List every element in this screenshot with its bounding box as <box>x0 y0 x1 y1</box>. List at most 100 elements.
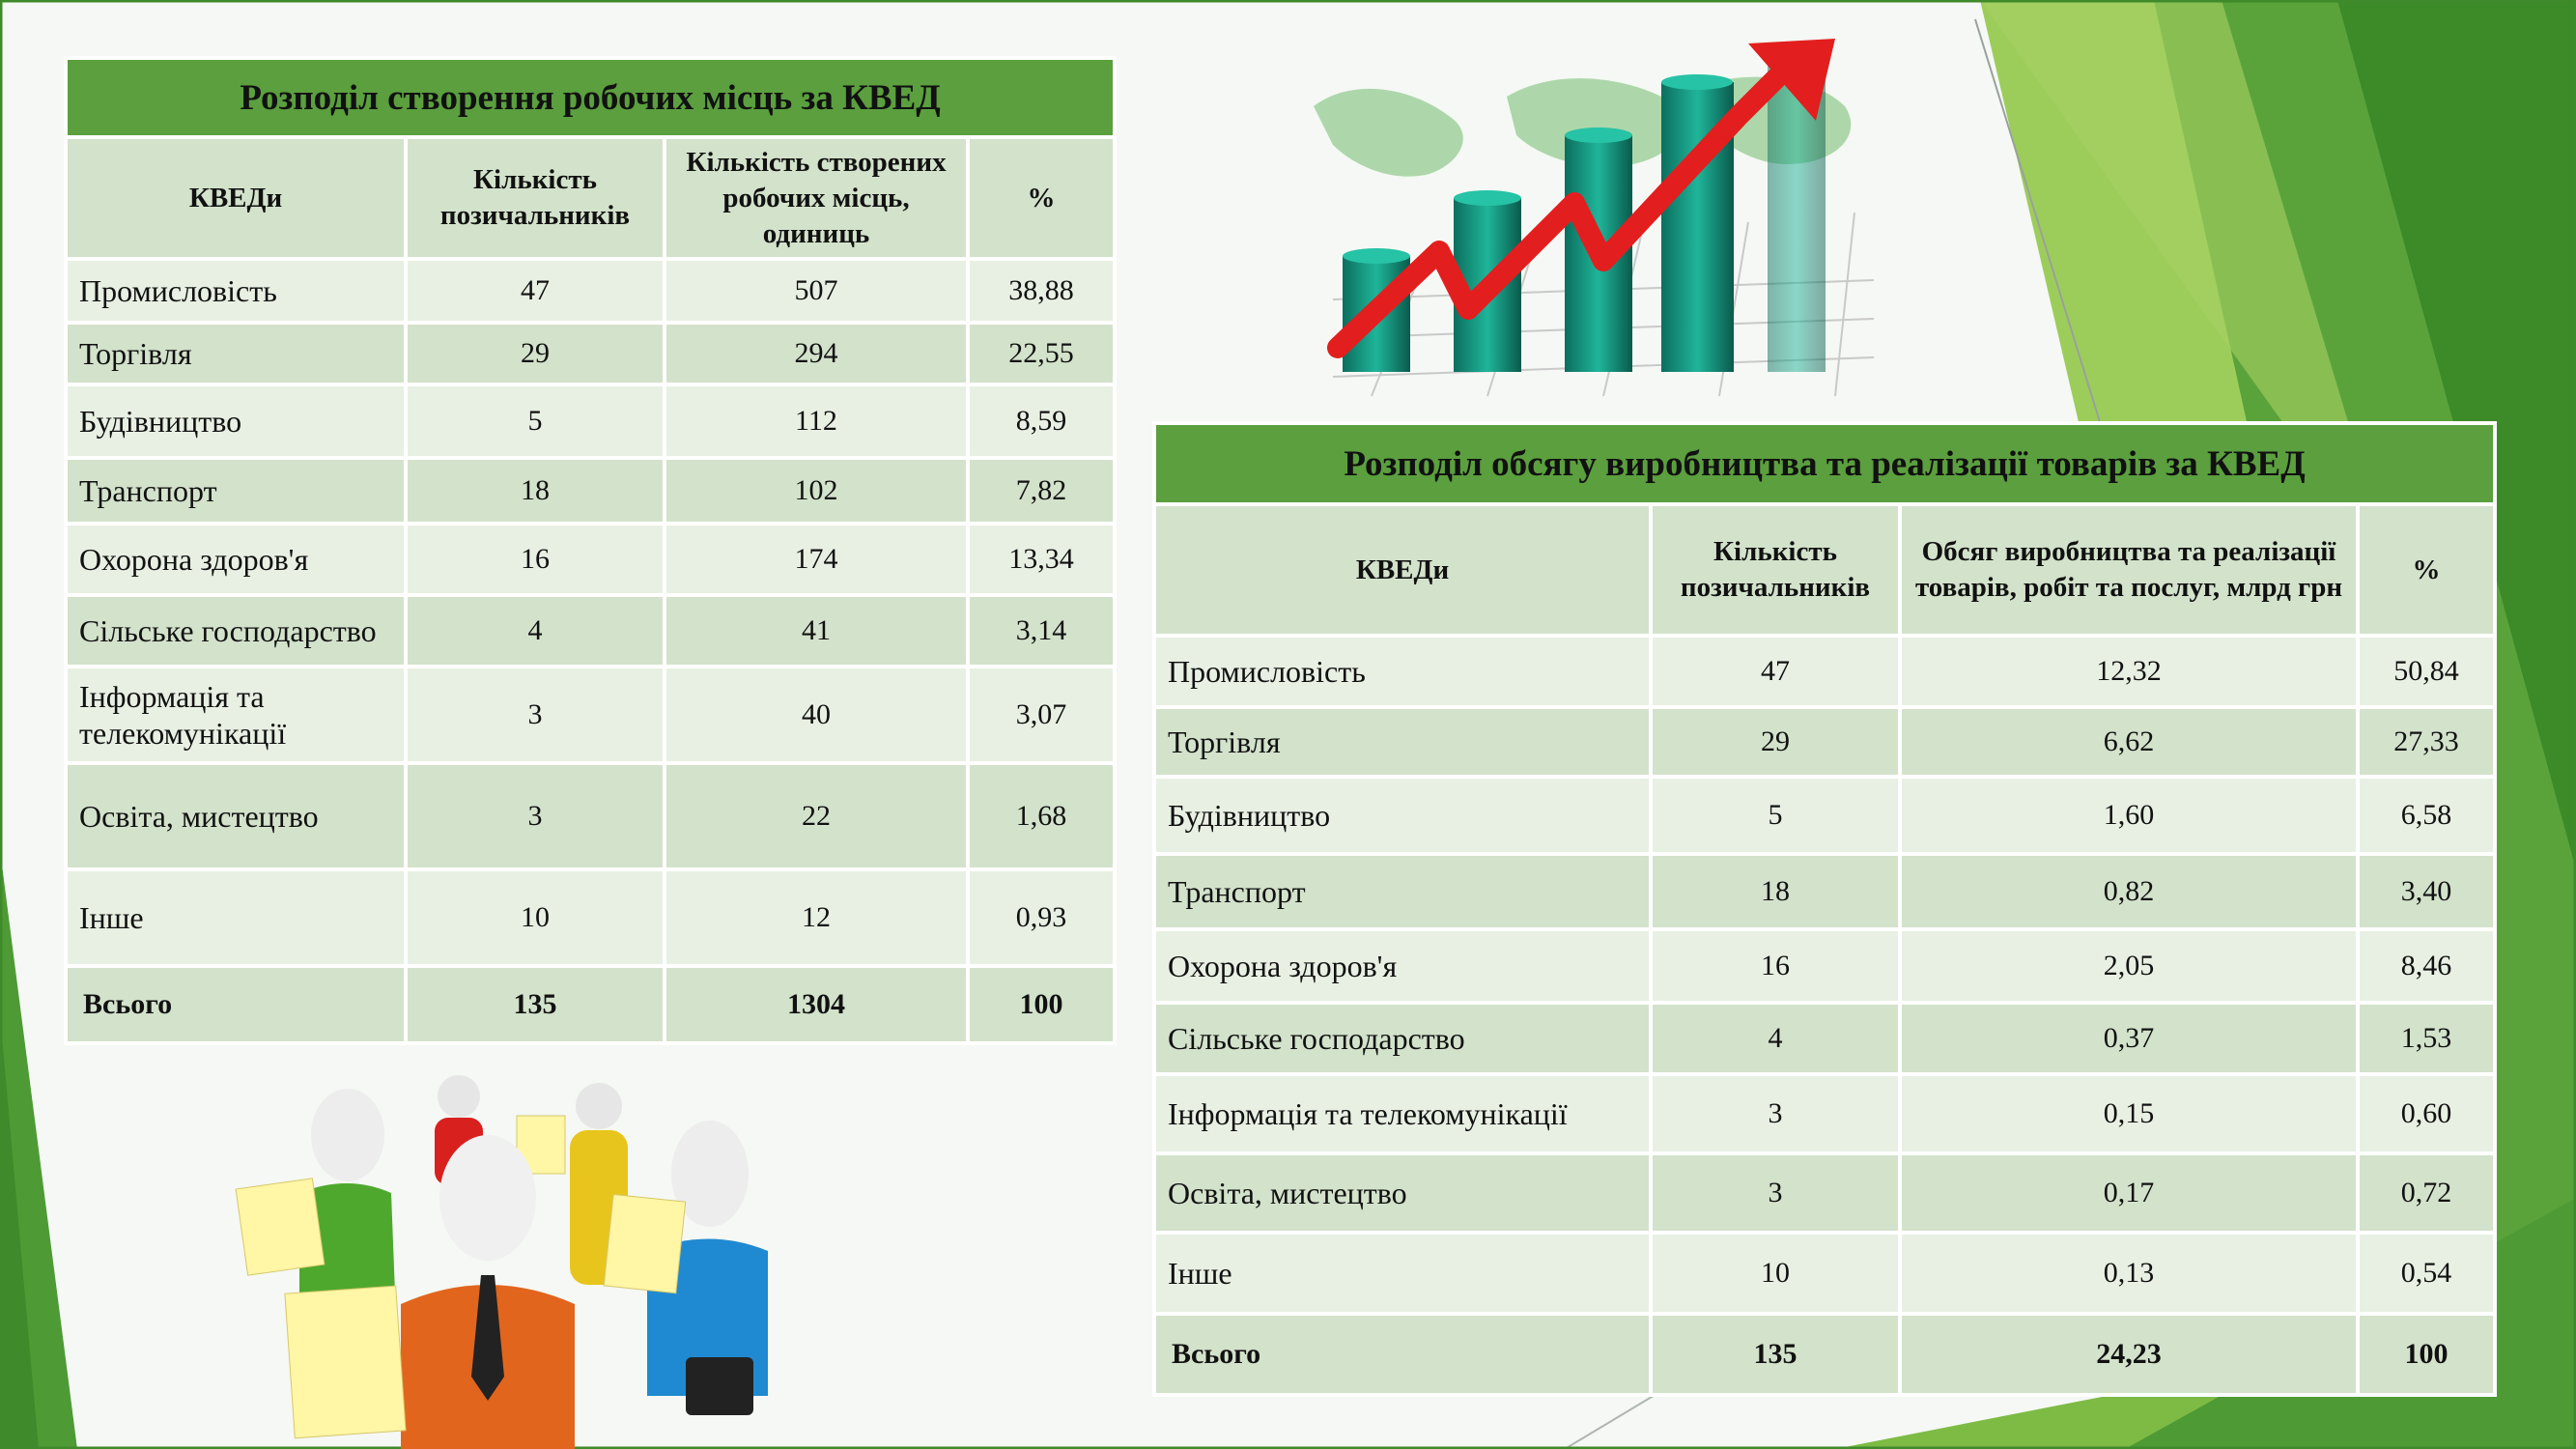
percent-cell: 3,07 <box>965 665 1118 765</box>
jobs-cell: 294 <box>663 321 970 386</box>
total-jobs: 1304 <box>663 964 970 1045</box>
table-row: Освіта, мистецтво 3 22 1,68 <box>64 761 1118 871</box>
borrowers-cell: 4 <box>1649 1001 1902 1076</box>
table-row: Сільське господарство 4 0,37 1,53 <box>1152 1001 2497 1076</box>
total-row: Всього 135 1304 100 <box>64 964 1118 1045</box>
row-label: Інше <box>1152 1231 1653 1316</box>
borrowers-cell: 29 <box>404 321 666 386</box>
jobs-table: Розподіл створення робочих місць за КВЕД… <box>63 56 1118 1045</box>
borrowers-cell: 16 <box>1649 927 1902 1005</box>
borrowers-cell: 29 <box>1649 705 1902 779</box>
borrowers-cell: 5 <box>404 383 666 460</box>
row-label: Охорона здоров'я <box>64 522 408 597</box>
percent-cell: 1,53 <box>2356 1001 2497 1076</box>
row-label: Охорона здоров'я <box>1152 927 1653 1005</box>
percent-cell: 8,59 <box>965 383 1118 460</box>
column-header: Обсяг виробництва та реалізації товарів,… <box>1898 502 2360 638</box>
jobs-cell: 174 <box>663 522 970 597</box>
borrowers-cell: 3 <box>404 665 666 765</box>
table-row: Промисловість 47 12,32 50,84 <box>1152 634 2497 709</box>
total-volume: 24,23 <box>1898 1312 2360 1397</box>
volume-cell: 1,60 <box>1898 775 2360 856</box>
table-row: Освіта, мистецтво 3 0,17 0,72 <box>1152 1151 2497 1235</box>
row-label: Сільське господарство <box>64 593 408 668</box>
column-header: КВЕДи <box>1152 502 1653 638</box>
borrowers-cell: 47 <box>1649 634 1902 709</box>
jobs-cell: 22 <box>663 761 970 871</box>
borrowers-cell: 3 <box>1649 1151 1902 1235</box>
row-label: Освіта, мистецтво <box>1152 1151 1653 1235</box>
table-title: Розподіл обсягу виробництва та реалізаці… <box>1152 421 2497 506</box>
percent-cell: 0,72 <box>2356 1151 2497 1235</box>
percent-cell: 0,93 <box>965 867 1118 968</box>
percent-cell: 0,60 <box>2356 1072 2497 1155</box>
borrowers-cell: 16 <box>404 522 666 597</box>
column-header: Кількість позичальників <box>1649 502 1902 638</box>
table-row: Будівництво 5 1,60 6,58 <box>1152 775 2497 856</box>
table-row: Інше 10 12 0,93 <box>64 867 1118 968</box>
table-row: Торгівля 29 294 22,55 <box>64 321 1118 386</box>
percent-cell: 27,33 <box>2356 705 2497 779</box>
row-label: Інформація та телекомунікації <box>64 665 408 765</box>
row-label: Інформація та телекомунікації <box>1152 1072 1653 1155</box>
column-header: Кількість створених робочих місць, одини… <box>663 135 970 261</box>
total-row: Всього 135 24,23 100 <box>1152 1312 2497 1397</box>
column-header: % <box>2356 502 2497 638</box>
borrowers-cell: 10 <box>404 867 666 968</box>
volume-cell: 2,05 <box>1898 927 2360 1005</box>
table-row: Охорона здоров'я 16 174 13,34 <box>64 522 1118 597</box>
column-header: Кількість позичальників <box>404 135 666 261</box>
table-row: Сільське господарство 4 41 3,14 <box>64 593 1118 668</box>
percent-cell: 22,55 <box>965 321 1118 386</box>
total-borrowers: 135 <box>1649 1312 1902 1397</box>
people-team-illustration <box>235 1075 768 1449</box>
volume-cell: 0,15 <box>1898 1072 2360 1155</box>
table-row: Транспорт 18 0,82 3,40 <box>1152 852 2497 931</box>
row-label: Будівництво <box>64 383 408 460</box>
volume-cell: 0,13 <box>1898 1231 2360 1316</box>
column-header: % <box>965 135 1118 261</box>
production-table: Розподіл обсягу виробництва та реалізаці… <box>1152 421 2497 1397</box>
table-row: Інформація та телекомунікації 3 40 3,07 <box>64 665 1118 765</box>
borrowers-cell: 10 <box>1649 1231 1902 1316</box>
table-row: Будівництво 5 112 8,59 <box>64 383 1118 460</box>
growth-chart-illustration <box>1314 39 1875 397</box>
row-label: Промисловість <box>64 257 408 325</box>
percent-cell: 0,54 <box>2356 1231 2497 1316</box>
row-label: Торгівля <box>1152 705 1653 779</box>
percent-cell: 1,68 <box>965 761 1118 871</box>
volume-cell: 12,32 <box>1898 634 2360 709</box>
percent-cell: 7,82 <box>965 456 1118 526</box>
jobs-cell: 12 <box>663 867 970 968</box>
jobs-cell: 507 <box>663 257 970 325</box>
percent-cell: 3,40 <box>2356 852 2497 931</box>
jobs-cell: 40 <box>663 665 970 765</box>
row-label: Транспорт <box>64 456 408 526</box>
volume-cell: 0,37 <box>1898 1001 2360 1076</box>
table-row: Торгівля 29 6,62 27,33 <box>1152 705 2497 779</box>
row-label: Будівництво <box>1152 775 1653 856</box>
borrowers-cell: 18 <box>1649 852 1902 931</box>
percent-cell: 3,14 <box>965 593 1118 668</box>
table-row: Охорона здоров'я 16 2,05 8,46 <box>1152 927 2497 1005</box>
percent-cell: 50,84 <box>2356 634 2497 709</box>
row-label: Транспорт <box>1152 852 1653 931</box>
row-label: Сільське господарство <box>1152 1001 1653 1076</box>
column-header: КВЕДи <box>64 135 408 261</box>
row-label: Промисловість <box>1152 634 1653 709</box>
total-label: Всього <box>1152 1312 1653 1397</box>
percent-cell: 6,58 <box>2356 775 2497 856</box>
row-label: Торгівля <box>64 321 408 386</box>
percent-cell: 13,34 <box>965 522 1118 597</box>
borrowers-cell: 3 <box>404 761 666 871</box>
table-row: Інше 10 0,13 0,54 <box>1152 1231 2497 1316</box>
percent-cell: 8,46 <box>2356 927 2497 1005</box>
row-label: Інше <box>64 867 408 968</box>
table-row: Транспорт 18 102 7,82 <box>64 456 1118 526</box>
percent-cell: 38,88 <box>965 257 1118 325</box>
borrowers-cell: 47 <box>404 257 666 325</box>
borrowers-cell: 5 <box>1649 775 1902 856</box>
table-row: Промисловість 47 507 38,88 <box>64 257 1118 325</box>
table-title: Розподіл створення робочих місць за КВЕД <box>63 56 1118 139</box>
